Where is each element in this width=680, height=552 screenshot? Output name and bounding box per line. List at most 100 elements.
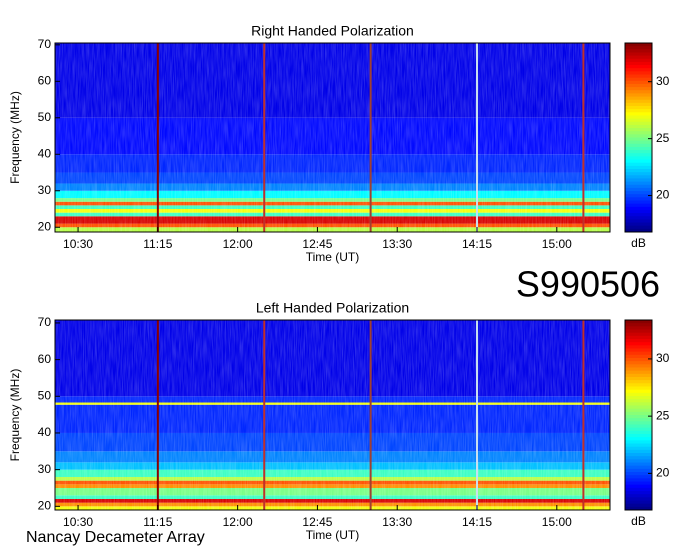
colorbar-step (625, 500, 652, 505)
colorbar-step (625, 392, 652, 397)
colorbar-step (625, 146, 652, 151)
colorbar-step (625, 93, 652, 98)
colorbar-step (625, 153, 652, 157)
colorbar-step (625, 181, 652, 186)
observation-id: S990506 (516, 264, 660, 305)
colorbar-step (625, 134, 652, 138)
colorbar-step (625, 478, 652, 482)
colorbar-step (625, 74, 652, 79)
colorbar-step (625, 219, 652, 224)
colorbar-step (625, 408, 652, 413)
x-tick-label: 10:30 (63, 237, 93, 251)
colorbar-step (625, 329, 652, 334)
x-tick-label: 12:45 (302, 515, 332, 529)
colorbar-step (625, 370, 652, 375)
colorbar-step (625, 55, 652, 60)
colorbar-step (625, 209, 652, 214)
colorbar-step (625, 506, 652, 511)
colorbar-step (625, 200, 652, 205)
colorbar-step (625, 459, 652, 463)
x-tick-label: 12:00 (223, 515, 253, 529)
colorbar-step (625, 206, 652, 211)
y-axis-label: Frequency (MHz) (8, 369, 22, 462)
colorbar-step (625, 87, 652, 91)
y-tick-label: 50 (38, 388, 52, 402)
colorbar-step (625, 194, 652, 198)
colorbar-step (625, 446, 652, 451)
colorbar-step (625, 335, 652, 340)
colorbar-step (625, 43, 652, 47)
colorbar-step (625, 361, 652, 365)
colorbar-step (625, 415, 652, 419)
colorbar-step (625, 380, 652, 384)
colorbar-step (625, 58, 652, 63)
colorbar-step (625, 137, 652, 142)
colorbar-step (625, 77, 652, 82)
colorbar-step (625, 332, 652, 337)
x-tick-label: 13:30 (382, 237, 412, 251)
colorbar-step (625, 68, 652, 72)
colorbar-step (625, 165, 652, 170)
chart-title: Right Handed Polarization (251, 23, 414, 39)
x-tick-label: 12:45 (302, 237, 332, 251)
colorbar-step (625, 222, 652, 227)
colorbar-step (625, 159, 652, 164)
colorbar-step (625, 172, 652, 176)
colorbar-step (625, 80, 652, 85)
colorbar-step (625, 46, 652, 50)
x-tick-label: 14:15 (462, 237, 492, 251)
colorbar-step (625, 65, 652, 69)
colorbar-step (625, 418, 652, 422)
colorbar-step (625, 405, 652, 410)
x-tick-label: 13:30 (382, 515, 412, 529)
colorbar-step (625, 345, 652, 349)
y-tick-label: 40 (38, 425, 52, 439)
colorbar-step (625, 443, 652, 448)
colorbar-step (625, 434, 652, 438)
x-tick-label: 11:15 (143, 237, 172, 251)
x-tick-label: 15:00 (542, 515, 572, 529)
colorbar-step (625, 106, 652, 110)
colorbar-step (625, 150, 652, 154)
plot-frame (54, 42, 611, 233)
colorbar-label: dB (631, 236, 646, 250)
colorbar-step (625, 462, 652, 467)
colorbar-step (625, 339, 652, 343)
colorbar-step (625, 102, 652, 107)
footer: Nancay Decameter Array (26, 529, 205, 546)
colorbar-step (625, 364, 652, 368)
y-tick-label: 60 (38, 73, 52, 87)
colorbar-step (625, 52, 652, 57)
colorbar-step (625, 427, 652, 432)
colorbar-step (625, 468, 652, 473)
colorbar-step (625, 99, 652, 104)
colorbar-tick-label: 30 (656, 74, 670, 88)
y-tick-label: 50 (38, 110, 52, 124)
colorbar-step (625, 453, 652, 457)
colorbar-step (625, 61, 652, 66)
colorbar-step (625, 411, 652, 416)
x-tick-label: 14:15 (462, 515, 492, 529)
colorbar-step (625, 225, 652, 230)
y-tick-label: 60 (38, 352, 52, 366)
colorbar-step (625, 484, 652, 489)
colorbar-step (625, 49, 652, 53)
colorbar-step (625, 191, 652, 195)
colorbar-step (625, 213, 652, 217)
colorbar-step (625, 497, 652, 501)
colorbar-step (625, 71, 652, 75)
colorbar-step (625, 187, 652, 192)
colorbar-step (625, 228, 652, 233)
colorbar-frame (624, 319, 653, 511)
colorbar-step (625, 491, 652, 495)
colorbar-tick-label: 25 (656, 408, 670, 422)
chart-title: Left Handed Polarization (256, 300, 409, 316)
plot-frame (54, 319, 611, 511)
colorbar-step (625, 184, 652, 189)
colorbar-step (625, 358, 652, 362)
colorbar-step (625, 156, 652, 161)
x-tick-label: 11:15 (143, 515, 172, 529)
colorbar-tick-label: 25 (656, 131, 670, 145)
colorbar-step (625, 386, 652, 391)
